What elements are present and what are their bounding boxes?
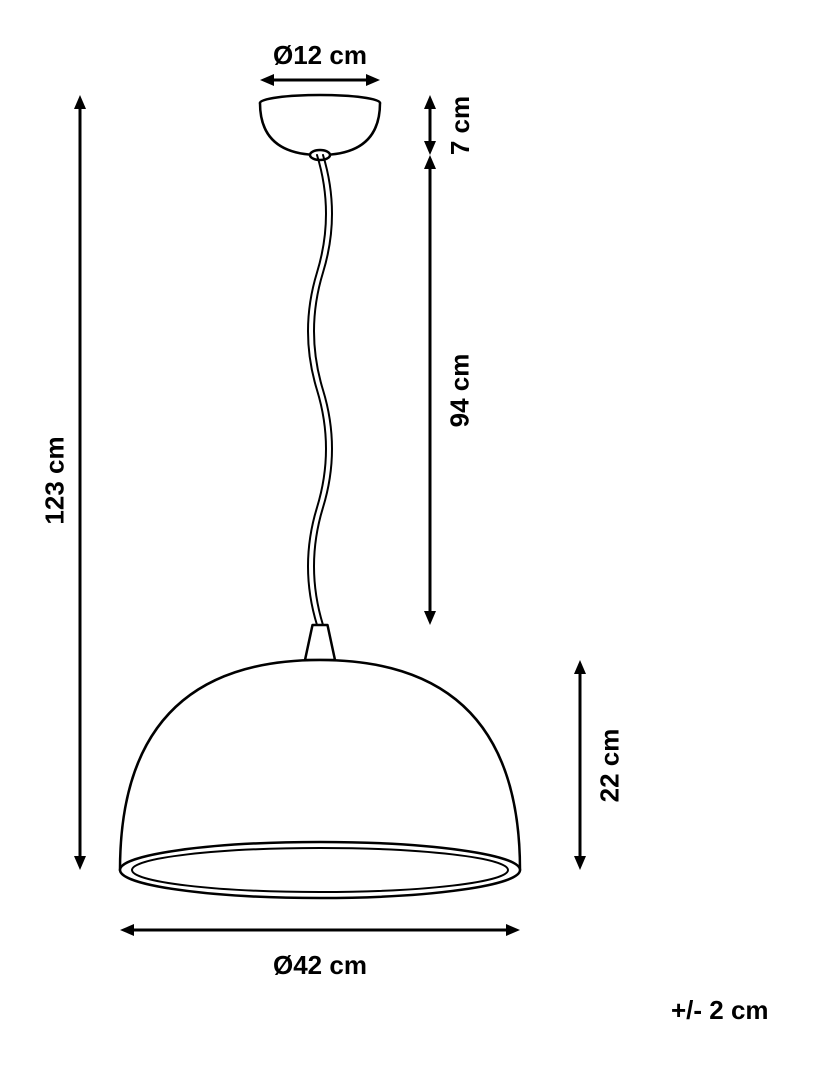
label-total-height: 123 cm (40, 436, 71, 524)
drawing-canvas: 123 cm Ø12 cm 7 cm 94 cm 22 cm Ø42 cm +/… (0, 0, 830, 1080)
lamp-dimension-svg (0, 0, 830, 1080)
label-shade-diameter: Ø42 cm (273, 950, 367, 981)
label-tolerance: +/- 2 cm (671, 995, 769, 1026)
label-cord-length: 94 cm (444, 353, 475, 427)
label-canopy-diameter: Ø12 cm (273, 40, 367, 71)
label-shade-height: 22 cm (594, 728, 625, 802)
label-canopy-height: 7 cm (445, 95, 476, 154)
